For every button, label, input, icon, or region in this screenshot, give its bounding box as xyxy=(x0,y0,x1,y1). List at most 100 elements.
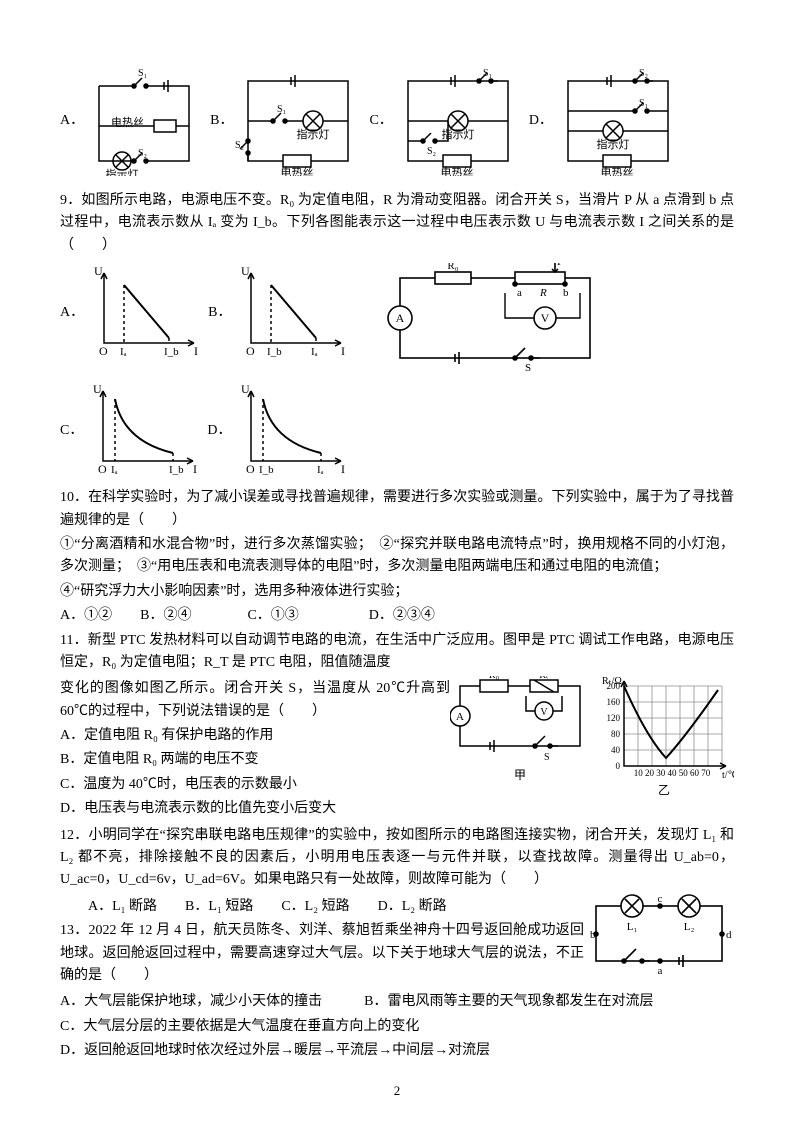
svg-text:I: I xyxy=(341,462,345,476)
q11-fig-yi-label: 乙 xyxy=(594,781,734,800)
svg-text:L₁: L₁ xyxy=(627,921,638,933)
q11-B: B．定值电阻 R₀ 两端的电压不变 xyxy=(60,749,450,771)
svg-text:U: U xyxy=(241,382,250,396)
svg-text:A: A xyxy=(456,711,464,723)
q10-line1: ①“分离酒精和水混合物”时，进行多次蒸馏实验； ②“探究并联电路电流特点”时，换… xyxy=(60,534,734,579)
svg-text:I: I xyxy=(341,344,345,358)
svg-text:指示灯: 指示灯 xyxy=(596,137,629,151)
svg-text:R₀: R₀ xyxy=(489,676,500,681)
svg-text:t/℃: t/℃ xyxy=(722,770,734,781)
q9-C-label: C． xyxy=(60,420,83,442)
svg-text:120: 120 xyxy=(607,713,621,723)
svg-text:Iₐ: Iₐ xyxy=(311,346,318,358)
svg-text:S₁: S₁ xyxy=(277,104,286,115)
svg-text:Iₐ: Iₐ xyxy=(120,346,127,358)
q8-circuit-C: 指示灯 电热丝 S₁ S₂ xyxy=(393,66,523,176)
svg-text:I: I xyxy=(194,344,198,358)
svg-text:c: c xyxy=(658,894,663,905)
svg-text:A: A xyxy=(396,311,405,325)
svg-text:a: a xyxy=(658,965,663,977)
svg-text:指示灯: 指示灯 xyxy=(441,127,474,141)
svg-text:I: I xyxy=(193,462,197,476)
svg-text:U: U xyxy=(241,264,250,278)
svg-text:U: U xyxy=(93,382,102,396)
svg-text:200: 200 xyxy=(607,681,621,691)
svg-text:V: V xyxy=(540,707,548,718)
q8-diagrams: A． 电热丝 指示灯 S₁ S₂ B． xyxy=(60,66,734,176)
q8-A-label: A． xyxy=(60,110,84,132)
svg-text:指示灯: 指示灯 xyxy=(297,127,330,141)
svg-text:I_b: I_b xyxy=(164,346,179,358)
svg-text:指示灯: 指示灯 xyxy=(106,167,139,176)
q13-A: A．大气层能保护地球，减少小天体的撞击 B．雷电风雨等主要的天气现象都发生在对流… xyxy=(60,991,734,1013)
svg-text:电热丝: 电热丝 xyxy=(111,116,144,129)
q9-D-label: D． xyxy=(207,420,231,442)
svg-text:O: O xyxy=(246,344,255,358)
q8-D-label: D． xyxy=(529,110,553,132)
q8-circuit-B: 指示灯 电热丝 S₁ S₂ xyxy=(233,66,363,176)
q10-line2: ④“研究浮力大小影响因素”时，选用多种液体进行实验； xyxy=(60,581,734,603)
svg-text:d: d xyxy=(726,929,732,941)
q13-C: C．大气层分层的主要依据是大气温度在垂直方向上的变化 xyxy=(60,1016,734,1038)
q10-choices: A．①② B．②④ C．①③ D．②③④ xyxy=(60,605,734,627)
svg-text:I_b: I_b xyxy=(259,464,274,476)
svg-text:I_b: I_b xyxy=(267,346,282,358)
svg-text:U: U xyxy=(94,264,103,278)
svg-text:Iₐ: Iₐ xyxy=(111,464,118,476)
svg-text:b: b xyxy=(590,929,596,941)
q9-stem: 9．如图所示电路，电源电压不变。R₀ 为定值电阻，R 为滑动变阻器。闭合开关 S… xyxy=(60,190,734,257)
svg-text:a: a xyxy=(517,287,522,299)
q13-stem: 13．2022 年 12 月 4 日，航天员陈冬、刘洋、蔡旭哲乘坐神舟十四号返回… xyxy=(60,920,584,987)
svg-text:O: O xyxy=(98,462,107,476)
svg-text:V: V xyxy=(541,311,550,325)
svg-text:S₂: S₂ xyxy=(427,146,436,157)
q11-stem-a: 11．新型 PTC 发热材料可以自动调节电路的电流，在生活中广泛应用。图甲是 P… xyxy=(60,630,734,675)
q12-stem: 12．小明同学在“探究串联电路电压规律”的实验中，按如图所示的电路图连接实物，闭… xyxy=(60,825,734,892)
q11-C: C．温度为 40℃时，电压表的示数最小 xyxy=(60,774,450,796)
svg-text:S: S xyxy=(544,752,550,763)
q12-circuit: L₁ L₂ b c a d xyxy=(584,894,734,979)
svg-text:S₁: S₁ xyxy=(483,68,492,79)
svg-text:0: 0 xyxy=(616,761,621,771)
svg-text:S₂: S₂ xyxy=(639,68,648,79)
svg-text:电热丝: 电热丝 xyxy=(440,166,473,176)
q9-A-label: A． xyxy=(60,302,84,324)
svg-text:O: O xyxy=(99,344,108,358)
q9-graph-D: U O I_b Iₐ I xyxy=(231,381,351,481)
svg-text:电热丝: 电热丝 xyxy=(281,166,314,176)
q12-choices: A．L₁ 断路 B．L₁ 短路 C．L₂ 短路 D．L₂ 断路 xyxy=(60,896,584,918)
svg-text:I_b: I_b xyxy=(169,464,184,476)
svg-text:R₀: R₀ xyxy=(448,263,459,272)
page-number: 2 xyxy=(60,1081,734,1102)
svg-text:40: 40 xyxy=(611,745,621,755)
q9-graph-B: U O I_b Iₐ I xyxy=(231,263,351,363)
svg-text:电热丝: 电热丝 xyxy=(600,166,633,176)
q9-circuit: R₀ P a R b A V S xyxy=(385,263,605,373)
q12-wrap: A．L₁ 断路 B．L₁ 短路 C．L₂ 短路 D．L₂ 断路 13．2022 … xyxy=(60,894,734,990)
q8-B-label: B． xyxy=(210,110,233,132)
q13-D: D．返回舱返回地球时依次经过外层→暖层→平流层→中间层→对流层 xyxy=(60,1040,734,1062)
svg-text:O: O xyxy=(246,462,255,476)
q11-A: A．定值电阻 R₀ 有保护电路的作用 xyxy=(60,725,450,747)
q8-circuit-D: 指示灯 电热丝 S₁ S₂ xyxy=(553,66,683,176)
q11-circuit: R₀ Rₜ A V S xyxy=(450,676,590,766)
svg-text:P: P xyxy=(557,263,563,268)
q11-fig-jia-label: 甲 xyxy=(450,766,590,785)
q9-graphs: A． U O Iₐ I_b I B． U O I_b xyxy=(60,263,734,481)
svg-text:S: S xyxy=(525,362,531,373)
svg-text:b: b xyxy=(563,287,569,299)
q9-B-label: B． xyxy=(208,302,231,324)
q9-graph-C: U O Iₐ I_b I xyxy=(83,381,203,481)
svg-text:10 20 30 40 50 60 70: 10 20 30 40 50 60 70 xyxy=(634,768,711,778)
svg-text:L₂: L₂ xyxy=(684,921,695,933)
q11-wrap: 变化的图像如图乙所示。闭合开关 S，当温度从 20℃升高到 60℃的过程中，下列… xyxy=(60,676,734,822)
svg-text:160: 160 xyxy=(607,697,621,707)
svg-text:Rₜ: Rₜ xyxy=(539,676,549,681)
q10-stem: 10．在科学实验时，为了减小误差或寻找普遍规律，需要进行多次实验或测量。下列实验… xyxy=(60,487,734,532)
svg-text:S₁: S₁ xyxy=(138,68,147,79)
svg-text:Iₐ: Iₐ xyxy=(317,464,324,476)
q11-graph: Rₜ/Ω 200 160 120 80 40 0 10 20 30 40 50 … xyxy=(594,676,734,781)
q8-circuit-A: 电热丝 指示灯 S₁ S₂ xyxy=(84,66,204,176)
svg-text:R: R xyxy=(539,287,547,299)
svg-text:80: 80 xyxy=(611,729,621,739)
